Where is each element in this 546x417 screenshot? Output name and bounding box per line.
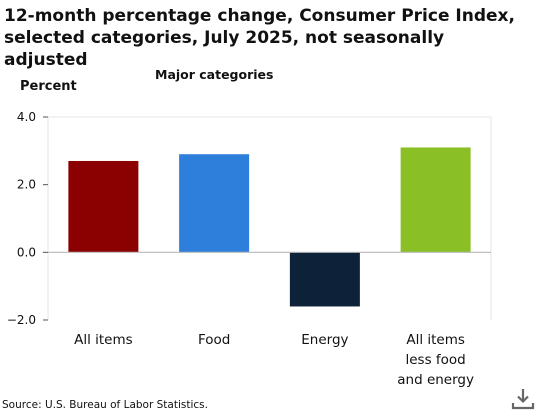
bar-2[interactable] (179, 154, 250, 253)
y-tick-label: 4.0 (17, 110, 36, 124)
x-tick-label: less food (405, 352, 465, 368)
chart-title: 12-month percentage change, Consumer Pri… (4, 6, 515, 70)
bar-4[interactable] (400, 147, 471, 253)
x-tick-label: All items (406, 332, 465, 348)
x-tick-label: Energy (301, 332, 348, 348)
download-icon[interactable] (510, 386, 536, 412)
bar-3[interactable] (289, 252, 360, 307)
chart-subtitle: Major categories (155, 67, 274, 82)
x-tick-label: All items (74, 332, 133, 348)
bar-1[interactable] (68, 160, 139, 253)
y-tick-label: 0.0 (17, 245, 36, 259)
x-tick-label: and energy (397, 372, 474, 388)
plot-area: −2.0 0.0 2.0 4.0 All items Food Energy All item… (7, 110, 492, 388)
y-tick-label: 2.0 (17, 178, 36, 192)
x-tick-label: Food (198, 332, 230, 348)
y-axis-label: Percent (20, 79, 77, 94)
y-tick-label: −2.0 (7, 313, 36, 327)
source-note: Source: U.S. Bureau of Labor Statistics. (2, 399, 208, 411)
